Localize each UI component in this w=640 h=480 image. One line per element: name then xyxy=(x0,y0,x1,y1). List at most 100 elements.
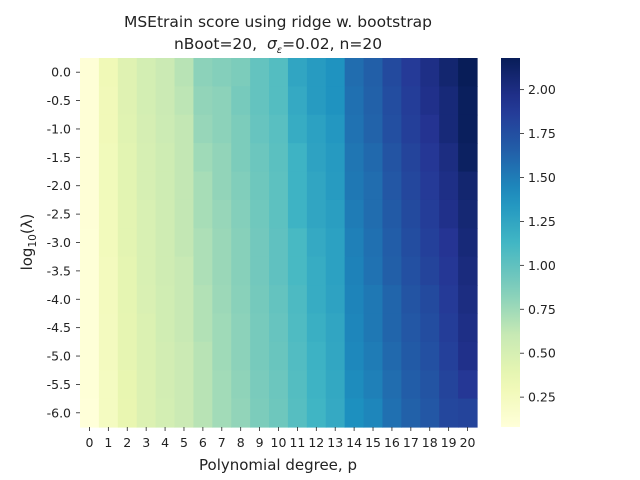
heatmap-cell xyxy=(193,199,213,229)
heatmap-cell xyxy=(458,86,478,116)
heatmap-cell xyxy=(80,341,100,371)
heatmap-cell xyxy=(420,256,440,286)
heatmap-cell xyxy=(174,86,195,116)
colorbar-tick-label: 1.75 xyxy=(528,126,556,141)
heatmap-cell xyxy=(212,114,232,144)
heatmap-cell xyxy=(174,171,195,201)
heatmap-cell xyxy=(325,199,346,229)
subtitle-sigma: σ xyxy=(267,35,278,53)
heatmap-cell xyxy=(212,199,232,229)
heatmap-cell xyxy=(212,285,232,315)
heatmap-cell xyxy=(136,171,157,201)
heatmap-cell xyxy=(80,285,100,315)
heatmap-cell xyxy=(420,370,440,400)
heatmap-cell xyxy=(325,114,346,144)
heatmap-cell xyxy=(382,143,402,173)
heatmap-cell xyxy=(344,398,365,428)
y-axis-label: log10(λ) xyxy=(18,214,39,271)
heatmap-cell xyxy=(117,86,138,116)
heatmap-cell xyxy=(363,256,384,286)
heatmap-cell xyxy=(420,199,440,229)
heatmap-cell xyxy=(458,398,478,428)
heatmap-cell xyxy=(98,171,119,201)
heatmap-cell xyxy=(250,58,270,87)
colorbar-tick-label: 0.75 xyxy=(528,302,556,317)
heatmap-cell xyxy=(287,114,308,144)
heatmap-cell xyxy=(287,313,308,343)
heatmap-cell xyxy=(155,228,176,258)
subtitle-sigma-subscript: ε xyxy=(277,45,283,56)
y-tick-label: -1.0 xyxy=(47,121,71,136)
heatmap-cell xyxy=(231,370,251,400)
heatmap-cell xyxy=(401,285,421,315)
heatmap-cell xyxy=(212,228,232,258)
y-tick-label: -3.5 xyxy=(47,263,71,278)
heatmap-cell xyxy=(269,58,289,87)
heatmap-cell xyxy=(382,341,402,371)
heatmap-cell xyxy=(306,313,327,343)
heatmap-cell xyxy=(439,86,459,116)
heatmap-cell xyxy=(155,171,176,201)
heatmap-cell xyxy=(117,285,138,315)
x-tick-label: 16 xyxy=(384,435,400,450)
chart-title: MSEtrain score using ridge w. bootstrap xyxy=(124,13,432,31)
heatmap-cell xyxy=(458,171,478,201)
heatmap-cell xyxy=(231,171,251,201)
heatmap-cell xyxy=(155,370,176,400)
heatmap-cell xyxy=(136,114,157,144)
heatmap-cell xyxy=(306,398,327,428)
heatmap-cell xyxy=(193,114,213,144)
heatmap-cell xyxy=(212,58,232,87)
heatmap-cell xyxy=(363,143,384,173)
heatmap-cell xyxy=(325,341,346,371)
heatmap-cell xyxy=(269,285,289,315)
heatmap-cell xyxy=(98,86,119,116)
heatmap-cell xyxy=(155,285,176,315)
heatmap-cell xyxy=(117,370,138,400)
heatmap-cell xyxy=(439,341,459,371)
x-tick-label: 13 xyxy=(327,435,343,450)
heatmap-cell xyxy=(458,370,478,400)
heatmap-cell xyxy=(98,370,119,400)
heatmap-cell xyxy=(98,58,119,87)
heatmap-cell xyxy=(136,341,157,371)
heatmap-cell xyxy=(344,171,365,201)
colorbar xyxy=(501,58,520,427)
heatmap-cell xyxy=(174,228,195,258)
heatmap-cell xyxy=(98,313,119,343)
heatmap-cell xyxy=(420,341,440,371)
heatmap-cell xyxy=(136,228,157,258)
heatmap-cell xyxy=(382,58,402,87)
colorbar-tick-label: 0.50 xyxy=(528,346,556,361)
heatmap-cell xyxy=(231,228,251,258)
heatmap-cell xyxy=(420,143,440,173)
heatmap-cell xyxy=(117,199,138,229)
heatmap-cell xyxy=(420,313,440,343)
heatmap-cell xyxy=(382,313,402,343)
heatmap-cell xyxy=(250,228,270,258)
heatmap-cell xyxy=(287,171,308,201)
heatmap-cell xyxy=(439,313,459,343)
heatmap-cell xyxy=(212,143,232,173)
heatmap-cell xyxy=(174,341,195,371)
heatmap-cell xyxy=(344,86,365,116)
heatmap-cell xyxy=(155,86,176,116)
heatmap-cell xyxy=(325,143,346,173)
heatmap-cell xyxy=(80,313,100,343)
y-tick-label: -5.0 xyxy=(47,349,71,364)
heatmap-cell xyxy=(80,143,100,173)
heatmap-cell xyxy=(420,114,440,144)
y-tick-label: -0.5 xyxy=(47,93,71,108)
heatmap-cell xyxy=(212,171,232,201)
heatmap-cell xyxy=(80,199,100,229)
heatmap-cell xyxy=(155,143,176,173)
heatmap-cell xyxy=(439,398,459,428)
heatmap-cell xyxy=(363,285,384,315)
heatmap-cell xyxy=(250,341,270,371)
y-label-suffix: (λ) xyxy=(18,214,36,235)
heatmap-cell xyxy=(269,370,289,400)
heatmap-cell xyxy=(306,370,327,400)
x-tick-label: 0 xyxy=(85,435,93,450)
heatmap-cell xyxy=(401,370,421,400)
